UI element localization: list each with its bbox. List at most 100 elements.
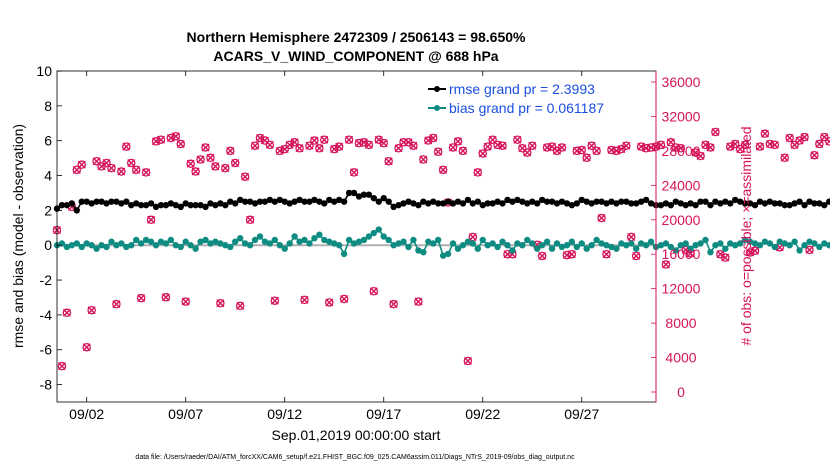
obs-assimilated-point (364, 140, 373, 149)
rmse-point (637, 198, 645, 205)
rmse-point (380, 194, 387, 202)
obs-possible-point (310, 136, 319, 145)
rmse-point (345, 189, 353, 197)
rmse-point (108, 198, 115, 205)
rmse-point (93, 198, 100, 205)
rmse-point (296, 196, 303, 204)
rmse-point (192, 201, 199, 209)
y-right-tick-label: 24000 (662, 177, 701, 193)
rmse-point (548, 198, 556, 205)
obs-assimilated-point (201, 143, 210, 152)
rmse-point (207, 200, 214, 207)
legend-rmse-label: rmse grand pr = 2.3993 (449, 81, 595, 97)
bias-point (791, 238, 798, 245)
rmse-point (469, 200, 477, 207)
obs-assimilated-point (557, 143, 566, 152)
bias-point (331, 240, 338, 247)
bias-point (598, 240, 605, 247)
obs-assimilated-point (632, 251, 641, 260)
rmse-point (410, 200, 417, 207)
obs-possible-point (424, 136, 433, 145)
rmse-point (306, 198, 313, 205)
obs-possible-point (211, 162, 220, 171)
rmse-point (558, 198, 566, 205)
bias-series (53, 226, 830, 259)
obs-assimilated-point (567, 250, 576, 259)
bias-point (682, 240, 689, 247)
obs-assimilated-point (721, 253, 730, 262)
obs-assimilated-point (414, 297, 423, 306)
obs-assimilated-point (345, 135, 354, 144)
bias-point (712, 242, 719, 249)
obs-possible-point (290, 138, 299, 147)
rmse-point (182, 200, 189, 207)
obs-assimilated-point (800, 133, 809, 142)
bias-point (796, 247, 803, 254)
bias-point (296, 238, 303, 245)
bias-point (811, 240, 818, 247)
bias-point (93, 245, 100, 252)
obs-possible-point (300, 295, 309, 305)
rmse-point (217, 200, 224, 207)
obs-assimilated-point (592, 146, 601, 155)
bias-point (227, 243, 234, 251)
obs-assimilated-point (330, 145, 339, 154)
obs-assimilated-point (691, 148, 700, 157)
obs-assimilated-point (374, 135, 383, 144)
obs-assimilated-point (127, 158, 136, 167)
rmse-point (167, 200, 175, 207)
obs-possible-point (379, 138, 388, 148)
rmse-point (736, 198, 744, 205)
obs-possible-point (87, 305, 96, 315)
bias-point (326, 238, 333, 245)
obs-possible-point (344, 135, 354, 144)
obs-assimilated-point (404, 138, 413, 147)
obs-assimilated-point (458, 146, 467, 155)
rmse-point (420, 198, 427, 205)
rmse-point (796, 198, 803, 205)
bias-point (434, 236, 442, 244)
bias-point (113, 242, 120, 249)
obs-assimilated-point (686, 249, 695, 258)
obs-assimilated-point (597, 214, 606, 223)
y-right-tick-label: 8000 (665, 315, 696, 331)
obs-assimilated-point (780, 153, 789, 162)
obs-possible-point (102, 158, 111, 168)
obs-assimilated-point (478, 149, 487, 158)
obs-possible-point (513, 135, 522, 144)
bias-point (147, 238, 155, 245)
obs-assimilated-point (221, 164, 230, 173)
bias-point (514, 240, 521, 247)
obs-possible-point (305, 141, 314, 150)
bias-point (454, 245, 462, 252)
bias-point (192, 245, 199, 252)
chart-title-line1: Northern Hemisphere 2472309 / 2506143 = … (187, 29, 526, 45)
rmse-point (647, 200, 655, 207)
bias-point (489, 240, 496, 247)
rmse-point (316, 198, 323, 205)
x-tick-label: 09/17 (366, 406, 401, 422)
obs-possible-point (790, 140, 799, 150)
bias-point (133, 236, 140, 244)
bias-point (410, 236, 417, 244)
bias-point (350, 240, 358, 247)
rmse-point (202, 203, 209, 211)
rmse-point (454, 198, 462, 205)
rmse-point (662, 200, 670, 207)
obs-possible-point (661, 260, 671, 269)
bias-point (98, 242, 105, 249)
obs-possible-point (339, 294, 349, 304)
rmse-point (712, 198, 719, 205)
rmse-point (682, 201, 689, 209)
bias-point (360, 236, 368, 244)
rmse-point (58, 201, 66, 209)
obs-assimilated-point (815, 140, 824, 148)
obs-possible-point (701, 140, 710, 150)
bias-point (548, 245, 556, 252)
bias-point (345, 236, 353, 244)
bias-point (464, 238, 472, 245)
y-left-tick-label: 2 (44, 202, 52, 218)
obs-possible-point (171, 131, 181, 141)
rmse-point (464, 196, 472, 204)
